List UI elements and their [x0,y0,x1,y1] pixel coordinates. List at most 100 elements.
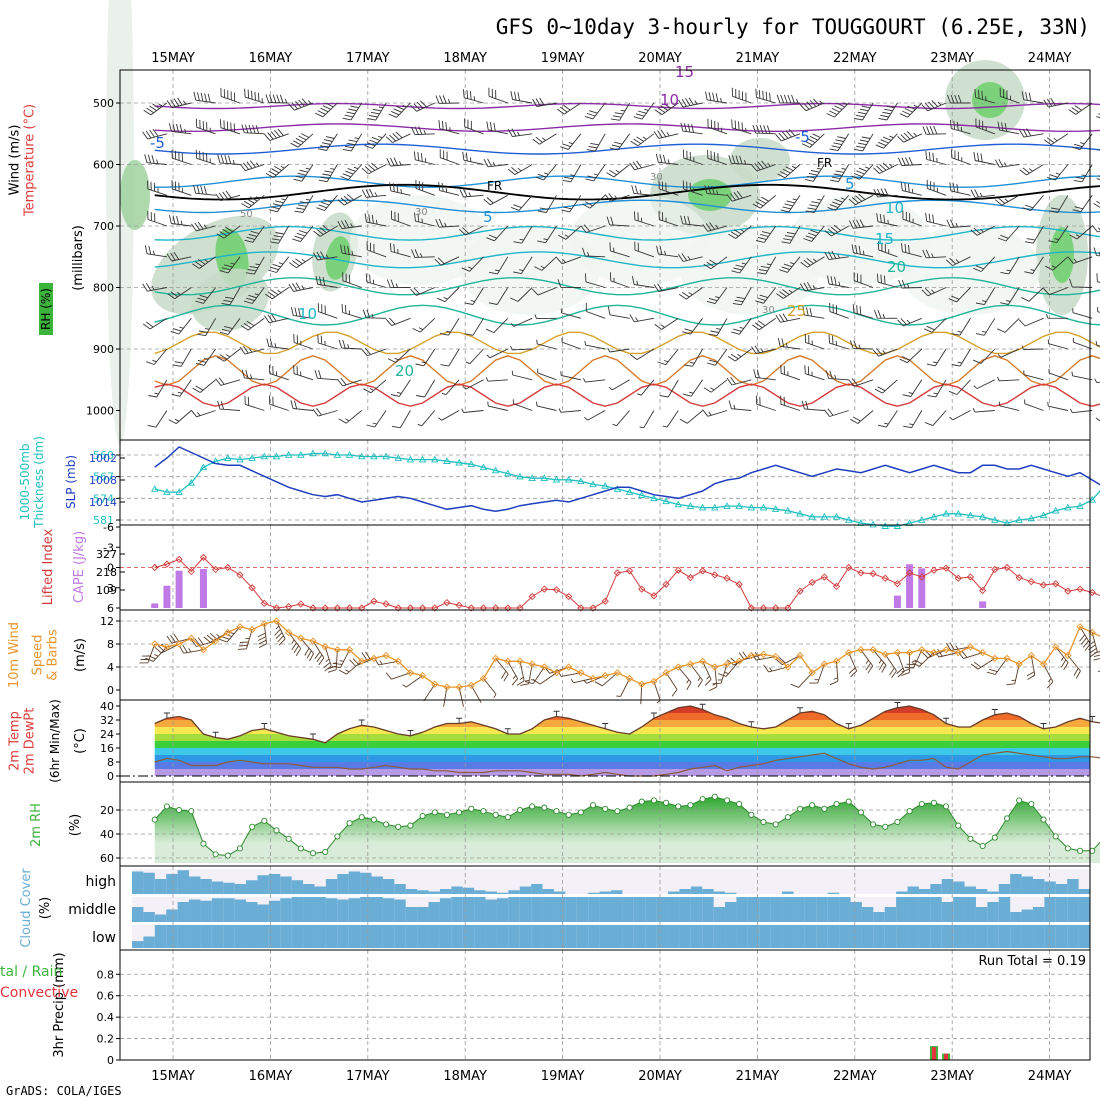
wind-speed-point [601,671,609,680]
wind-barb [366,241,387,258]
wind-speed-point [991,654,999,663]
cloud-cell [280,876,293,894]
wind-barb [654,317,679,330]
thickness-point [601,482,609,489]
wind-speed-point [394,657,402,665]
cloud-cell [337,899,350,922]
lifted-index-point [747,604,755,612]
cloud-cell [382,925,395,948]
rh-point [553,808,560,815]
cloud-cell [177,902,190,922]
wind-barb [168,215,192,227]
cloud-cell-bg [645,869,658,894]
cloud-cell-bg [690,869,703,894]
wind-barb [166,252,192,262]
wind-barb [362,309,387,319]
wind-barb [171,379,192,397]
wind-barb [293,333,314,350]
cloud-cell [394,899,407,922]
thickness-point [345,451,354,458]
legend-total: tal / Rain [0,964,62,980]
tick-label: 567 [93,471,114,484]
wind-barb [707,149,728,165]
cloud-cell [964,925,977,948]
wind-speed-point [954,648,962,657]
cloud-cell-bg [428,869,441,894]
wind-barb [1043,133,1069,146]
wind-barb [584,102,606,120]
rh-point [504,814,511,821]
cloud-cell-bg [713,869,726,894]
wind-barb [728,225,752,239]
cloud-level-label: middle [68,902,116,918]
lifted-index-point [905,569,914,577]
wind-barb [854,102,874,121]
cloud-cell [987,891,1000,894]
wind-barb [535,164,557,181]
axis-title-line: 2m Temp [8,711,23,771]
cloud-cell [816,897,829,922]
cloud-cell-bg [679,869,692,894]
wind-barb [653,283,679,293]
wind-barb [606,164,630,178]
wind-speed-point [638,680,646,688]
wind-barb [731,119,752,135]
wind-speed-point [845,648,853,657]
cape-bar [979,601,987,608]
wind-speed-point [187,634,195,642]
cloud-cell [553,925,566,948]
lifted-index-point [406,604,415,612]
wind-barb [1093,247,1100,257]
wind-barb [441,379,460,396]
wind-barb [728,400,752,411]
cloud-cell [428,891,441,894]
wind-barb [513,256,533,275]
rh-point [261,817,268,824]
cloud-cell [782,925,794,948]
minmax-whisker [699,703,706,710]
wind-barb [220,87,241,104]
date-label-bottom: 19MAY [541,1069,585,1084]
wind-barb [485,317,509,334]
thickness-point [455,458,463,466]
lifted-index-point [784,604,792,612]
cloud-cell [987,925,1000,948]
thickness-point [1064,503,1072,511]
wind-barb [874,379,898,394]
rh-point [395,823,402,830]
cloud-cell [690,897,703,922]
wind-barb [728,155,752,165]
wind-barb [389,182,411,196]
wind-barb [826,102,850,118]
wind-speed-point [979,648,987,657]
cloud-cell-bg [793,869,806,894]
wind-barb [803,225,825,242]
date-label-top: 18MAY [443,51,487,66]
cloud-cell [896,925,909,948]
wind-speed-point [747,651,755,660]
wind-barb [245,256,265,275]
wind-barb [139,643,156,664]
wind-barb [755,225,777,243]
wind-barb [215,377,241,386]
axis-title-line: (millibars) [71,225,86,291]
wind-barb [217,400,241,411]
thickness-point [881,522,890,529]
wind-barb [512,399,533,411]
axis-title-line: Temperature (°C) [23,104,38,217]
wind-barb [860,649,874,674]
wind-barb [680,215,703,227]
axis-title: Wind (m/s) Temperature (°C) [8,104,38,217]
cloud-cell [417,907,430,922]
lifted-index-point [625,567,634,575]
wind-speed-point [1039,660,1048,668]
cloud-cell [941,879,954,894]
wind-barb [1047,401,1068,411]
thickness-point [698,503,707,511]
wind-barb [972,348,996,364]
wind-barb [994,158,1020,168]
wind-barb [561,337,582,350]
cloud-cell-bg [451,869,464,894]
rh-point [870,821,877,828]
rh-contour-label: 50 [240,209,253,220]
